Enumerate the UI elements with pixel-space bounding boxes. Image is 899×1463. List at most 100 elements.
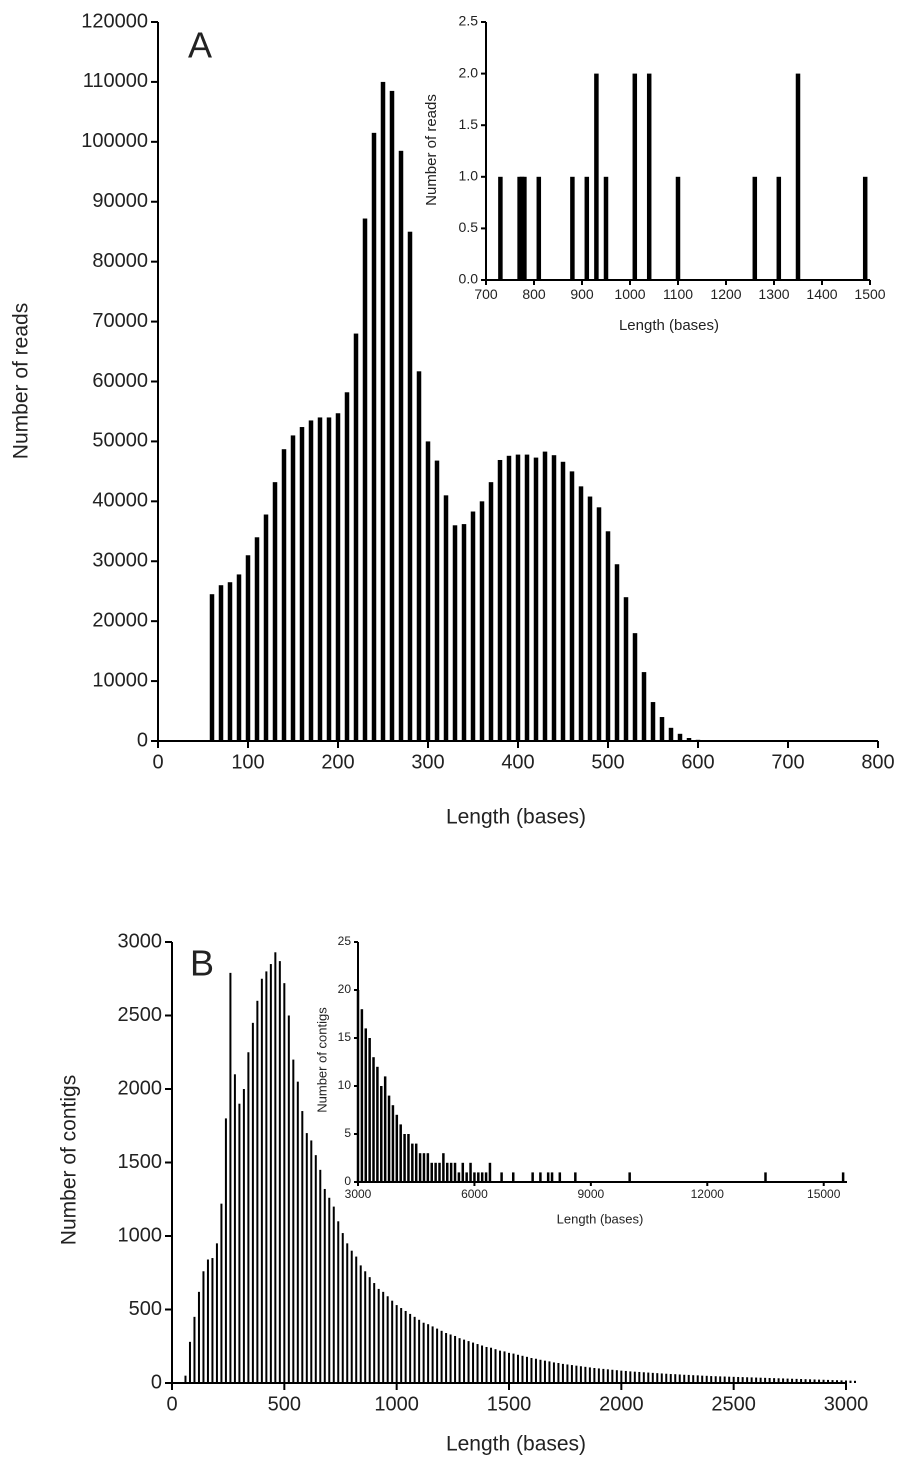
- bar: [569, 471, 575, 741]
- bar: [436, 1328, 439, 1383]
- bar: [400, 1308, 403, 1383]
- bar: [786, 1378, 789, 1383]
- bar: [431, 1326, 434, 1383]
- y-tick-label: 90000: [92, 190, 148, 212]
- y-tick-label: 20: [338, 982, 352, 996]
- y-tick-label: 0: [137, 729, 148, 751]
- bar: [389, 90, 395, 741]
- bar: [323, 1188, 326, 1383]
- y-tick-label: 1500: [118, 1151, 163, 1173]
- x-tick-label: 12000: [691, 1187, 725, 1201]
- bar: [594, 73, 599, 280]
- bar: [800, 1379, 803, 1383]
- bar: [570, 1365, 573, 1383]
- x-tick-label: 1000: [614, 286, 645, 302]
- bar: [209, 594, 215, 741]
- bar: [319, 1169, 322, 1383]
- bar: [278, 961, 281, 1383]
- y-axis-label: Number of reads: [423, 94, 440, 206]
- bar: [710, 1376, 713, 1383]
- bar: [696, 1375, 699, 1383]
- bar: [398, 150, 404, 742]
- bar: [632, 73, 638, 280]
- bar: [360, 1009, 364, 1182]
- bar: [578, 486, 584, 741]
- bar: [481, 1345, 484, 1383]
- bar: [675, 176, 681, 280]
- x-tick-label: 3000: [345, 1187, 372, 1201]
- bar: [218, 585, 224, 741]
- bar: [813, 1379, 816, 1383]
- x-tick-label: 900: [570, 286, 594, 302]
- bar: [469, 1162, 472, 1182]
- bar: [353, 333, 359, 741]
- bar: [804, 1379, 807, 1383]
- bar: [629, 1371, 632, 1383]
- bar: [335, 413, 341, 741]
- bar: [566, 1364, 569, 1383]
- bar: [263, 514, 269, 741]
- bar: [723, 1376, 726, 1383]
- bar: [503, 1351, 506, 1383]
- bar: [399, 1124, 402, 1182]
- x-tick-label: 1200: [710, 286, 741, 302]
- bar: [593, 1368, 596, 1383]
- bar: [678, 1374, 681, 1383]
- bar: [372, 1057, 375, 1182]
- bar: [548, 1361, 551, 1383]
- bar: [202, 1271, 205, 1383]
- bar: [438, 1162, 441, 1182]
- y-tick-label: 40000: [92, 490, 148, 512]
- bar: [458, 1338, 461, 1383]
- bar: [299, 427, 305, 741]
- bar: [224, 1118, 227, 1383]
- x-tick-label: 15000: [807, 1187, 841, 1201]
- bar: [614, 564, 620, 741]
- bar: [519, 176, 525, 280]
- bar: [638, 1371, 641, 1383]
- bar: [457, 1172, 461, 1182]
- bar: [650, 702, 656, 741]
- bar: [485, 1346, 488, 1383]
- y-axis-label: Number of contigs: [58, 1075, 81, 1245]
- bar: [473, 1172, 476, 1182]
- bar: [498, 176, 503, 280]
- bar: [418, 1319, 421, 1383]
- y-tick-label: 120000: [81, 10, 148, 32]
- bar: [465, 1172, 468, 1182]
- bar: [442, 1153, 445, 1182]
- y-axis-label: Number of reads: [10, 303, 33, 459]
- bar: [646, 73, 652, 280]
- bar: [574, 1172, 577, 1182]
- bar: [380, 1086, 383, 1182]
- bar: [795, 1378, 798, 1383]
- bar: [768, 1378, 771, 1383]
- bar: [422, 1153, 426, 1182]
- bar: [536, 176, 542, 280]
- x-tick-label: 200: [321, 751, 354, 773]
- y-tick-label: 2000: [118, 1077, 163, 1099]
- bar: [281, 449, 287, 741]
- x-tick-label: 600: [681, 751, 714, 773]
- bar: [463, 1339, 466, 1383]
- bar: [841, 1172, 845, 1182]
- bar: [476, 1344, 479, 1383]
- bar: [308, 420, 314, 741]
- y-tick-label: 500: [129, 1298, 162, 1320]
- bar: [587, 496, 593, 741]
- bar: [265, 971, 268, 1383]
- bar: [477, 1172, 480, 1182]
- x-tick-label: 0: [152, 751, 163, 773]
- bar: [391, 1105, 395, 1182]
- x-tick-label: 500: [591, 751, 624, 773]
- bar: [413, 1316, 416, 1383]
- bar: [642, 1372, 645, 1383]
- bar: [497, 459, 503, 741]
- bar: [344, 392, 350, 741]
- bar: [853, 1380, 856, 1383]
- bar: [550, 1172, 554, 1182]
- bar: [427, 1324, 430, 1383]
- bar: [236, 574, 242, 741]
- bar: [305, 1133, 308, 1383]
